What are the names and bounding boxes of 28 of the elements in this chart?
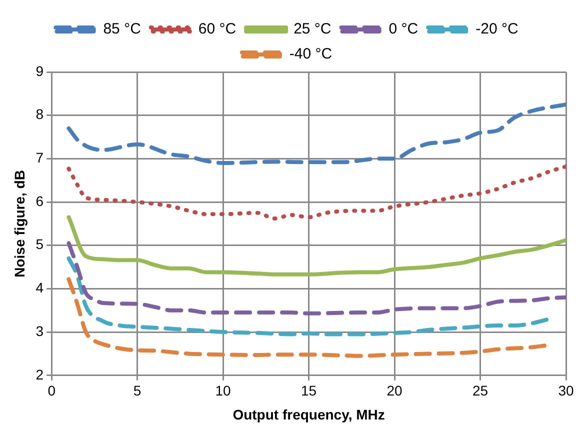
line-series [66,215,566,276]
y-axis-title: Noise figure, dB [11,170,28,278]
x-tick-label: 20 [386,382,403,399]
legend-label: 0 °C [388,20,418,38]
legend-label: 25 °C [294,20,332,38]
legend-label: 60 °C [198,20,236,38]
y-tick-label: 6 [36,192,44,209]
y-tick-label: 5 [36,236,44,252]
y-tick-label: 2 [36,366,44,382]
x-axis-title: Output frequency, MHz [232,406,385,422]
x-tick-label: 15 [301,382,317,399]
x-tick-label: 5 [133,382,142,399]
legend-label: -40 °C [289,46,332,63]
line-series [66,164,566,220]
legend-label: -20 °C [476,20,518,38]
x-tick-label: 30 [558,382,574,399]
y-tick-label: 3 [36,322,44,339]
line-series [66,256,551,336]
line-series [66,241,566,316]
x-tick-label: 0 [48,382,56,399]
legend-label: 85 °C [103,20,142,38]
y-tick-label: 4 [36,280,44,296]
x-tick-label: 10 [215,382,232,399]
line-series [66,102,566,166]
y-tick-label: 7 [36,150,44,166]
y-tick-label: 9 [36,62,44,79]
x-tick-label: 25 [472,382,488,399]
y-tick-label: 8 [36,106,44,122]
